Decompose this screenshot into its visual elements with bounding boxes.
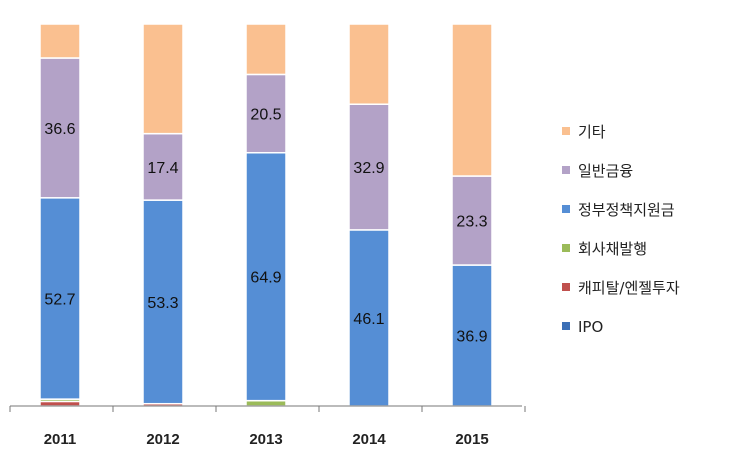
x-tick-label-2011: 2011 xyxy=(44,431,77,448)
bar-segment-2015-3 xyxy=(451,264,493,407)
legend-label-4: 캐피탈/엔젤투자 xyxy=(578,279,680,297)
legend-swatch-1 xyxy=(562,166,570,174)
x-tick-label-2015: 2015 xyxy=(455,431,488,448)
bar-segment-2014-4 xyxy=(348,103,390,231)
legend-swatch-5 xyxy=(562,322,570,330)
bar-segment-2013-5 xyxy=(245,23,287,76)
bar-segment-2015-5 xyxy=(451,23,493,177)
x-axis: 2011 2012 2013 2014 2015 xyxy=(9,405,526,448)
legend-swatch-3 xyxy=(562,244,570,252)
x-tick-label-2012: 2012 xyxy=(146,431,179,448)
data-label-2011-3: 52.7 xyxy=(44,291,75,308)
data-label-2013-4: 20.5 xyxy=(250,107,281,124)
bar-segment-2011-5 xyxy=(39,23,81,59)
bar-segment-2014-3 xyxy=(348,229,390,407)
legend-label-5: IPO xyxy=(578,318,603,336)
bar-segment-2011-3 xyxy=(39,197,81,400)
data-label-2014-4: 32.9 xyxy=(353,160,384,177)
data-label-2015-4: 23.3 xyxy=(456,214,487,231)
bar-segment-2011-4 xyxy=(39,57,81,199)
data-label-2011-4: 36.6 xyxy=(44,121,75,138)
x-tick-label-2014: 2014 xyxy=(352,431,386,448)
x-tick-label-2013: 2013 xyxy=(249,431,282,448)
legend-label-0: 기타 xyxy=(578,123,606,141)
data-label-2012-3: 53.3 xyxy=(147,295,178,312)
legend-label-3: 회사채발행 xyxy=(578,240,647,258)
data-label-2015-3: 36.9 xyxy=(456,329,487,346)
bar-segment-2014-5 xyxy=(348,23,390,105)
legend-swatch-0 xyxy=(562,127,570,135)
bars-group xyxy=(39,23,493,407)
legend-label-1: 일반금융 xyxy=(578,162,633,180)
data-labels-group: 52.7 36.6 53.3 17.4 64.9 20.5 46.1 32.9 36.9 23.3 xyxy=(44,107,487,346)
data-label-2013-3: 64.9 xyxy=(250,270,281,287)
bar-segment-2015-4 xyxy=(451,175,493,266)
bar-segment-2013-2 xyxy=(245,399,287,407)
data-label-2014-3: 46.1 xyxy=(353,311,384,328)
legend-label-2: 정부정책지원금 xyxy=(578,201,675,219)
legend-swatch-4 xyxy=(562,283,570,291)
bar-segment-2012-5 xyxy=(142,23,184,135)
data-label-2012-4: 17.4 xyxy=(147,160,178,177)
legend-swatch-2 xyxy=(562,205,570,213)
